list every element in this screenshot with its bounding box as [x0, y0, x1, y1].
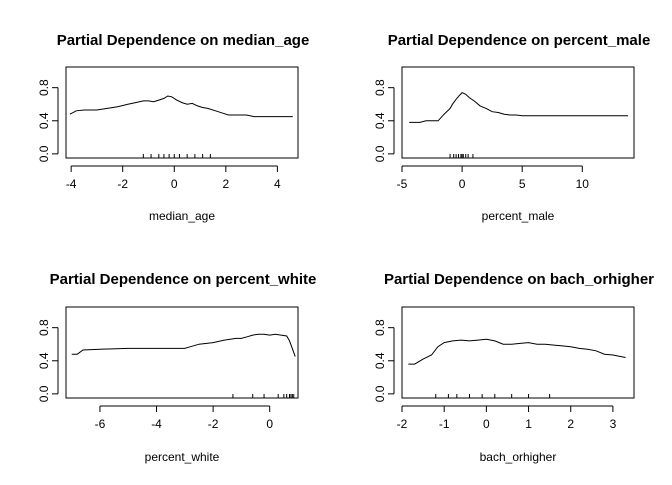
plot-frame [401, 66, 635, 159]
partial-dependence-line [409, 91, 628, 123]
chart-title: Partial Dependence on percent_white [50, 271, 317, 288]
x-tick-label: 2 [222, 177, 229, 191]
y-tick-label: 0.4 [373, 352, 387, 369]
x-tick-label: 10 [576, 177, 590, 191]
x-axis-label: percent_white [145, 450, 220, 464]
x-tick-label: 2 [567, 417, 574, 431]
y-tick-label: 0.4 [373, 112, 387, 129]
x-axis-label: bach_orhigher [480, 450, 557, 464]
x-tick-label: 5 [519, 177, 526, 191]
plot-frame [65, 306, 299, 399]
x-tick-label: -2 [117, 177, 128, 191]
y-tick-label: 0.8 [37, 319, 51, 336]
x-tick-label: -6 [95, 417, 106, 431]
chart-panel-1: Partial Dependence on median_age -4 -2 0 2 4 0… [37, 32, 309, 223]
x-axis-label: median_age [149, 209, 215, 223]
plot-frame [65, 66, 299, 159]
x-tick-label: 0 [171, 177, 178, 191]
y-tick-label: 0.8 [37, 79, 51, 96]
x-tick-label: 0 [266, 417, 273, 431]
y-tick-label: 0.8 [373, 79, 387, 96]
x-tick-label: 0 [483, 417, 490, 431]
x-tick-label: -2 [397, 417, 408, 431]
chart-title: Partial Dependence on percent_male [388, 32, 651, 49]
y-tick-label: 0.0 [37, 385, 51, 402]
chart-title: Partial Dependence on median_age [57, 32, 310, 49]
x-tick-label: -4 [66, 177, 77, 191]
y-tick-label: 0.8 [373, 319, 387, 336]
x-tick-label: 0 [459, 177, 466, 191]
y-tick-label: 0.0 [373, 385, 387, 402]
partial-dependence-line [408, 338, 626, 365]
x-tick-label: 1 [525, 417, 532, 431]
y-tick-label: 0.0 [373, 145, 387, 162]
y-tick-label: 0.4 [37, 112, 51, 129]
chart-panel-3: Partial Dependence on percent_white -6 -4 -… [37, 271, 316, 464]
plot-frame [401, 306, 635, 399]
x-tick-label: 3 [610, 417, 617, 431]
x-axis-label: percent_male [482, 209, 555, 223]
x-tick-label: -2 [208, 417, 219, 431]
x-tick-label: -4 [151, 417, 162, 431]
x-tick-label: -5 [397, 177, 408, 191]
y-tick-label: 0.0 [37, 145, 51, 162]
chart-panel-4: Partial Dependence on bach_orhigher -2 -1 0… [373, 271, 654, 464]
partial-dependence-line [71, 333, 296, 357]
chart-panel-2: Partial Dependence on percent_male -5 0 5 10… [373, 32, 650, 223]
x-tick-label: -1 [439, 417, 450, 431]
x-tick-label: 4 [274, 177, 281, 191]
y-tick-label: 0.4 [37, 352, 51, 369]
partial-dependence-line [69, 95, 293, 118]
chart-title: Partial Dependence on bach_orhigher [384, 271, 654, 288]
